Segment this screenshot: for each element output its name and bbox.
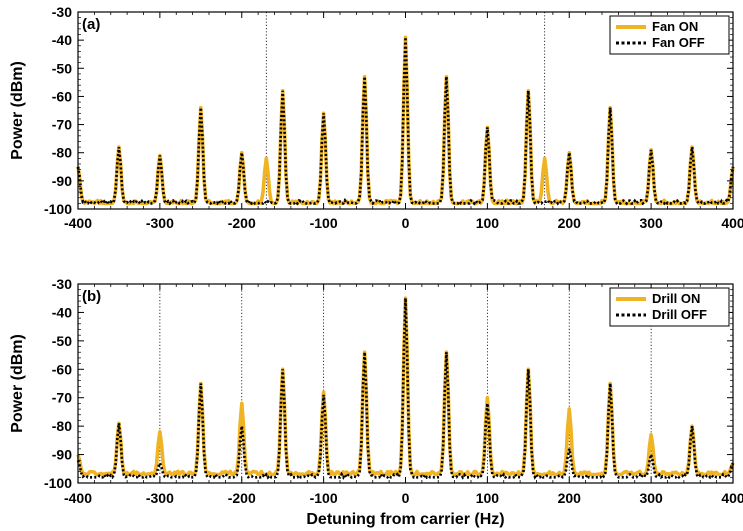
y-tick-label: -100 bbox=[44, 201, 72, 217]
y-tick-label: -40 bbox=[52, 32, 72, 48]
x-tick-label: -400 bbox=[64, 490, 92, 506]
series-on-trace bbox=[76, 35, 735, 206]
y-tick-label: -90 bbox=[52, 173, 72, 189]
series-on-trace bbox=[76, 296, 735, 477]
x-tick-label: -300 bbox=[146, 490, 174, 506]
x-tick-label: 100 bbox=[476, 215, 500, 231]
y-tick-label: -70 bbox=[52, 390, 72, 406]
x-tick-label: -100 bbox=[310, 490, 338, 506]
y-axis-title: Power (dBm) bbox=[9, 334, 26, 433]
y-axis-title: Power (dBm) bbox=[9, 61, 26, 160]
legend-label-off: Fan OFF bbox=[652, 35, 705, 50]
x-tick-label: 400 bbox=[721, 490, 743, 506]
y-tick-label: -70 bbox=[52, 117, 72, 133]
y-tick-label: -60 bbox=[52, 361, 72, 377]
x-axis-title: Detuning from carrier (Hz) bbox=[306, 511, 504, 528]
x-tick-label: 400 bbox=[721, 215, 743, 231]
x-tick-label: 300 bbox=[639, 490, 663, 506]
x-tick-label: 100 bbox=[476, 490, 500, 506]
legend-label-on: Fan ON bbox=[652, 19, 698, 34]
y-tick-label: -50 bbox=[52, 60, 72, 76]
legend-box bbox=[609, 15, 730, 55]
panel-fan: -400 -300 -200 -100 0 100 200 300 400 -30 -40 -50 -6… bbox=[9, 4, 743, 231]
y-tick-label: -80 bbox=[52, 145, 72, 161]
x-tick-label: -200 bbox=[228, 490, 256, 506]
y-tick-label: -60 bbox=[52, 88, 72, 104]
y-tick-label: -50 bbox=[52, 333, 72, 349]
series-off-trace bbox=[76, 37, 735, 206]
y-tick-label: -30 bbox=[52, 276, 72, 292]
x-tick-label: 300 bbox=[639, 215, 663, 231]
panel-label: (a) bbox=[82, 16, 100, 33]
x-tick-label: 0 bbox=[402, 215, 410, 231]
legend-box bbox=[609, 287, 730, 327]
x-tick-label: -400 bbox=[64, 215, 92, 231]
x-tick-label: 200 bbox=[558, 490, 582, 506]
x-tick-label: -100 bbox=[310, 215, 338, 231]
legend-label-on: Drill ON bbox=[652, 291, 700, 306]
y-tick-label: -80 bbox=[52, 418, 72, 434]
x-tick-label: 200 bbox=[558, 215, 582, 231]
y-tick-label: -40 bbox=[52, 304, 72, 320]
panel-label: (b) bbox=[82, 288, 101, 305]
panel-drill: -400 -300 -200 -100 0 100 200 300 400 -30 -40 -50 -6… bbox=[9, 276, 743, 528]
x-tick-label: -300 bbox=[146, 215, 174, 231]
x-tick-label: -200 bbox=[228, 215, 256, 231]
legend-label-off: Drill OFF bbox=[652, 307, 707, 322]
x-tick-label: 0 bbox=[402, 490, 410, 506]
y-tick-label: -30 bbox=[52, 4, 72, 20]
y-tick-label: -90 bbox=[52, 447, 72, 463]
y-tick-label: -100 bbox=[44, 475, 72, 491]
